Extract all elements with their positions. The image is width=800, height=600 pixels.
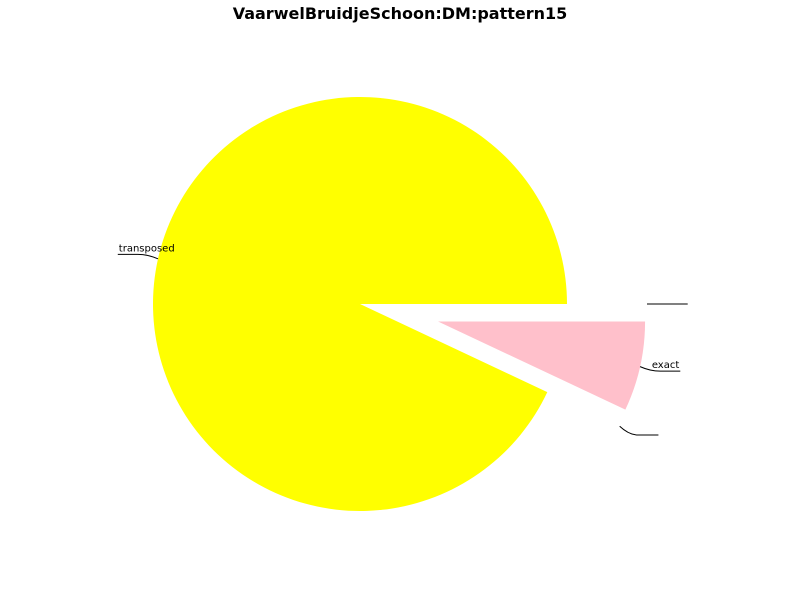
pie-leader-line <box>639 366 681 372</box>
pie-label: transposed <box>119 243 175 254</box>
pie-slices <box>153 96 646 511</box>
pie-label: exact <box>652 360 680 371</box>
pie-slice-exact <box>438 321 646 410</box>
pie-leader-line <box>117 253 159 260</box>
pie-labels: exact transposed <box>117 243 688 436</box>
pie-slice-transposed <box>153 96 567 511</box>
chart-title: VaarwelBruidjeSchoon:DM:pattern15 <box>233 4 568 23</box>
pie-leader-line <box>619 425 659 436</box>
